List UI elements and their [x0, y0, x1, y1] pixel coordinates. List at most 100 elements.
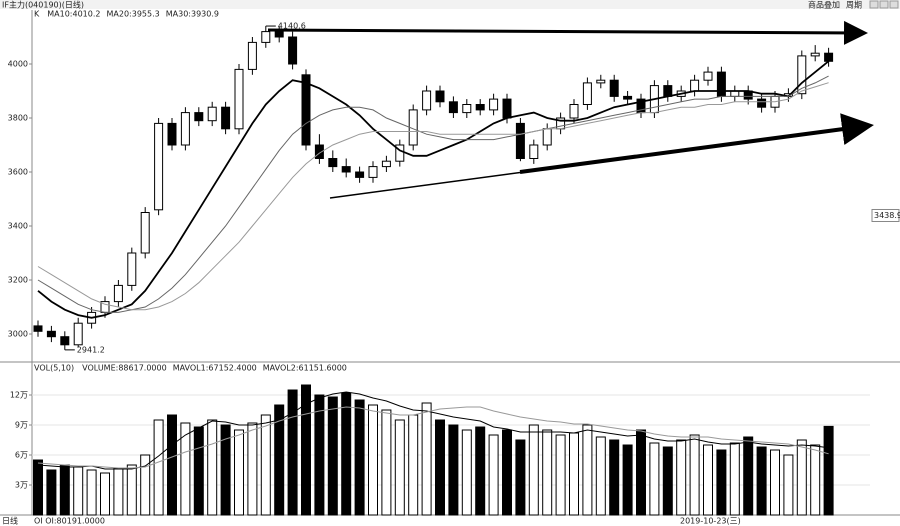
candle-body — [435, 90, 445, 103]
volume-bar — [528, 424, 539, 516]
candle-body — [221, 106, 231, 130]
volume-bar — [703, 444, 713, 516]
close-button[interactable] — [889, 0, 899, 9]
title-bar — [0, 0, 900, 9]
y-tick-label: 9万 — [15, 421, 28, 430]
volume-bar — [783, 454, 794, 516]
volume-bar — [461, 429, 472, 516]
y-tick-label: 3800 — [8, 114, 28, 123]
cursor-date: 2019-10-23(三) — [680, 517, 741, 526]
volume-bar — [515, 439, 526, 516]
y-tick-label: 3万 — [15, 481, 28, 490]
oi-label: OI OI:80191.0000 — [34, 517, 105, 526]
candle-body — [582, 82, 592, 106]
candle-body — [207, 106, 217, 122]
volume-bar — [100, 472, 110, 516]
volume-bar — [73, 466, 84, 516]
y-tick-label: 3000 — [8, 330, 28, 339]
y-tick-label: 12万 — [10, 391, 28, 400]
candle-body — [757, 98, 767, 108]
legend-entry: VOLUME:88617.0000 — [82, 364, 167, 373]
y-tick-label: 6万 — [15, 451, 28, 460]
volume-bar — [770, 449, 780, 516]
volume-bar — [126, 464, 137, 516]
volume-bar — [86, 469, 97, 516]
volume-bar — [622, 444, 633, 516]
volume-bar — [140, 454, 151, 516]
volume-bar — [421, 402, 432, 516]
volume-bar — [636, 429, 646, 516]
volume-bar — [234, 429, 244, 516]
candle-body — [328, 158, 338, 168]
volume-bar — [609, 439, 620, 516]
candle-body — [797, 55, 807, 95]
candle-body — [542, 128, 552, 146]
candle-body — [515, 122, 525, 159]
ma-line — [37, 75, 829, 313]
volume-bar — [314, 394, 325, 516]
overlay-button[interactable]: 商品叠加 — [808, 0, 840, 10]
volume-bar — [542, 429, 553, 516]
volume-bar — [649, 442, 660, 516]
candle-body — [663, 85, 673, 97]
candle-body — [395, 144, 405, 162]
volume-bar — [207, 419, 218, 516]
candle-body — [60, 336, 70, 346]
volume-bar — [33, 459, 43, 516]
ma-line — [37, 60, 830, 319]
volume-bar — [488, 434, 499, 516]
volume-bar — [193, 426, 204, 516]
volume-bar — [582, 424, 593, 516]
volume-bar — [167, 414, 177, 516]
candle-body — [46, 330, 56, 338]
volume-bar — [220, 424, 231, 516]
candle-body — [180, 112, 190, 146]
candle-body — [154, 122, 164, 211]
price-marker-box — [871, 208, 900, 222]
legend-prefix: K — [34, 10, 40, 19]
resistance-trendline — [267, 20, 868, 45]
volume-bar — [810, 444, 821, 516]
volume-bar — [287, 389, 298, 516]
volume-bar — [756, 446, 767, 516]
volume-bar — [368, 404, 378, 516]
candle-body — [462, 104, 472, 114]
minimize-button[interactable] — [869, 0, 879, 9]
candle-body — [529, 144, 539, 159]
y-tick-label: 3400 — [8, 222, 28, 231]
volume-bar — [113, 467, 124, 516]
volume-bar — [569, 432, 579, 516]
legend-entry: MAVOL1:67152.4000 — [173, 364, 257, 373]
candle-body — [422, 90, 432, 111]
volume-bar — [180, 422, 191, 516]
volume-bar — [435, 419, 445, 516]
y-tick-label: 4000 — [8, 60, 28, 69]
candle-body — [167, 122, 177, 146]
maximize-button[interactable] — [879, 0, 889, 9]
candle-body — [33, 325, 43, 332]
candle-body — [489, 98, 499, 111]
volume-bar — [59, 464, 70, 516]
candle-body — [314, 144, 324, 159]
volume-bar — [408, 414, 419, 516]
candle-body — [127, 252, 137, 286]
candle-body — [810, 52, 820, 57]
window-title: IF主力(040190)(日线) — [2, 0, 84, 10]
volume-bar — [662, 446, 673, 516]
legend-entry: MA10:4010.2 — [47, 10, 100, 19]
volume-bar — [716, 449, 727, 516]
volume-bar — [394, 419, 405, 516]
candle-body — [234, 68, 244, 130]
volume-bar — [448, 424, 459, 516]
candle-body — [448, 101, 458, 114]
candle-body — [703, 71, 713, 81]
ma-line — [37, 82, 829, 311]
period-button[interactable]: 周期 — [846, 1, 862, 10]
candle-body — [301, 74, 311, 146]
volume-bar — [260, 414, 271, 516]
candle-body — [140, 212, 150, 254]
volume-bar — [247, 422, 258, 516]
volume-bar — [46, 469, 57, 516]
candle-body — [341, 166, 351, 173]
candle-body — [569, 104, 579, 119]
